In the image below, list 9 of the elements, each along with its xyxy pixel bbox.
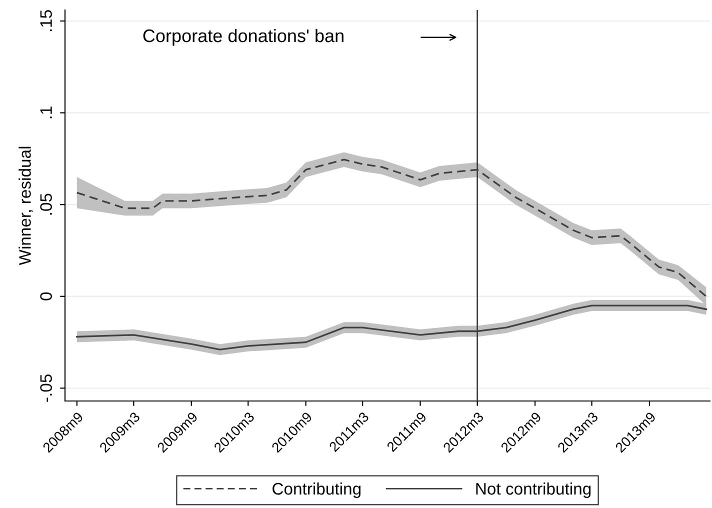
y-tick-label: .05 <box>40 194 52 215</box>
y-tick-label: .1 <box>40 106 52 118</box>
legend-label: Contributing <box>272 482 360 498</box>
annotation: Corporate donations' ban <box>143 28 344 46</box>
legend-label: Not contributing <box>476 482 591 498</box>
y-tick-label: .15 <box>40 10 52 32</box>
y-axis-title: Winner, residual <box>18 146 33 266</box>
y-tick-label: 0 <box>40 292 52 300</box>
y-tick-label: -.05 <box>40 374 52 402</box>
